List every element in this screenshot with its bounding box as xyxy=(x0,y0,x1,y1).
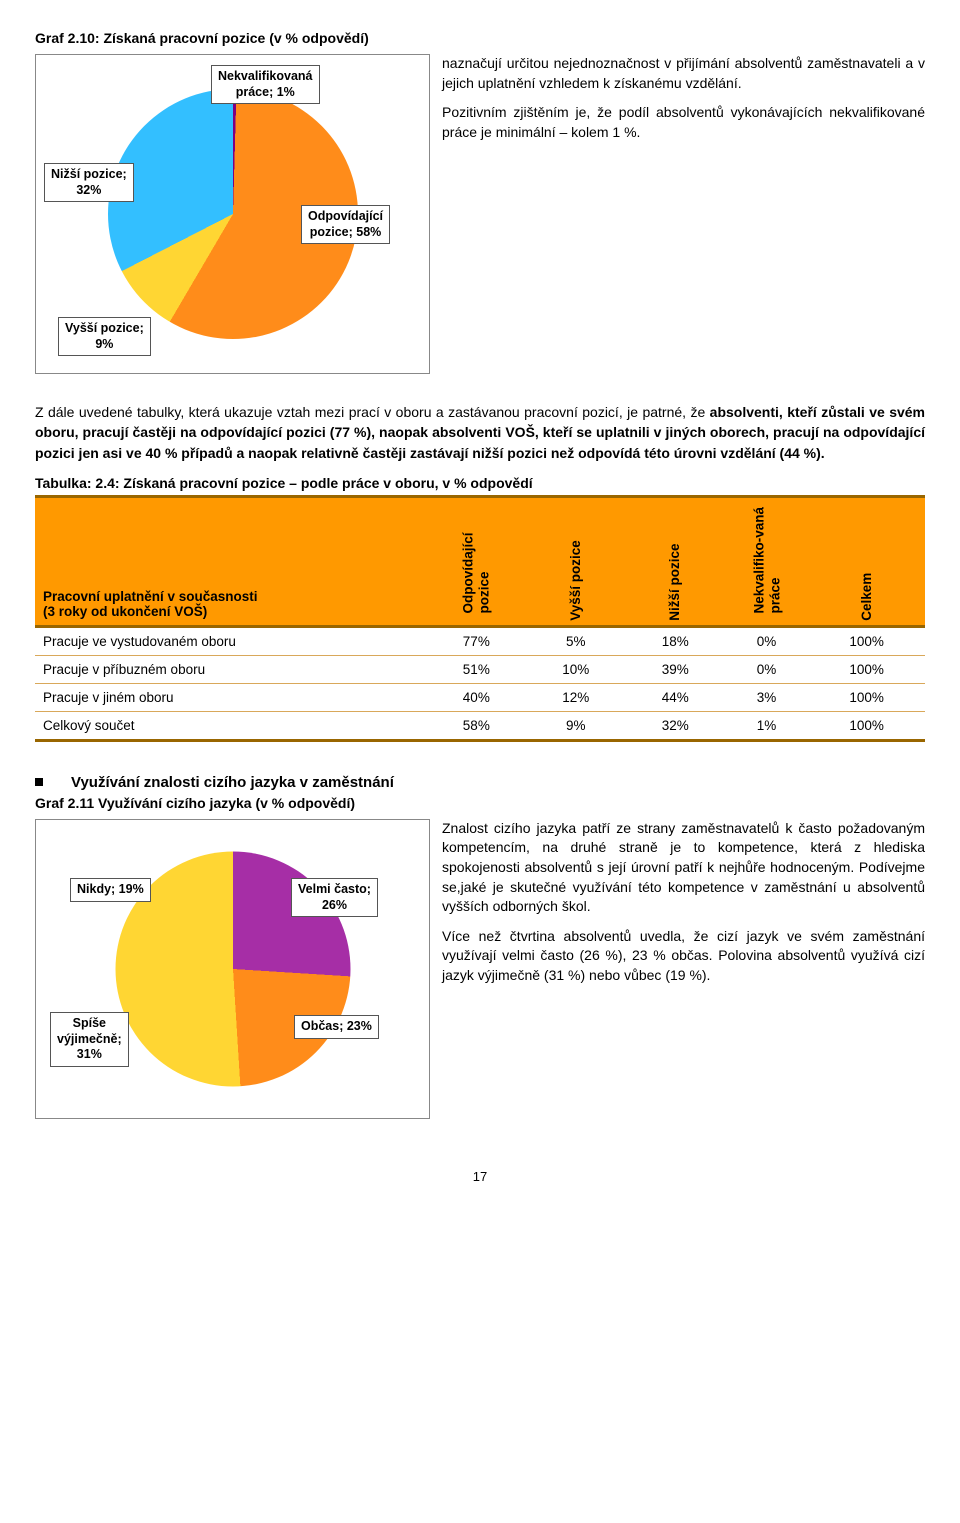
th-col4: Celkem xyxy=(808,496,925,626)
chart1-box: Nekvalifikovanápráce; 1% Odpovídajícípoz… xyxy=(35,54,430,374)
th-col1: Vyšší pozice xyxy=(526,496,625,626)
row-label: Celkový součet xyxy=(35,711,427,740)
cell: 10% xyxy=(526,655,625,683)
chart2-title: Graf 2.11 Využívání cizího jazyka (v % o… xyxy=(35,795,925,811)
pie1-label-3: Nižší pozice;32% xyxy=(44,163,134,202)
pie2-label-1: Velmi často;26% xyxy=(291,878,378,917)
pie2-label-3: Spíševýjimečně;31% xyxy=(50,1012,129,1067)
cell: 39% xyxy=(626,655,725,683)
th-col0: Odpovídajícípozice xyxy=(427,496,526,626)
table-caption: Tabulka: 2.4: Získaná pracovní pozice – … xyxy=(35,475,925,491)
table-row: Celkový součet58%9%32%1%100% xyxy=(35,711,925,740)
cell: 100% xyxy=(808,655,925,683)
side2-p2: Více než čtvrtina absolventů uvedla, že … xyxy=(442,927,925,986)
side1-p2: Pozitivním zjištěním je, že podíl absolv… xyxy=(442,103,925,142)
body-pre: Z dále uvedené tabulky, která ukazuje vz… xyxy=(35,404,710,420)
th-col2: Nižší pozice xyxy=(626,496,725,626)
table-head: Pracovní uplatnění v současnosti(3 roky … xyxy=(35,496,925,626)
cell: 40% xyxy=(427,683,526,711)
cell: 3% xyxy=(725,683,808,711)
cell: 77% xyxy=(427,626,526,655)
row-label: Pracuje v jiném oboru xyxy=(35,683,427,711)
chart1-title: Graf 2.10: Získaná pracovní pozice (v % … xyxy=(35,30,925,46)
row-label: Pracuje ve vystudovaném oboru xyxy=(35,626,427,655)
side1-p1: naznačují určitou nejednoznačnost v přij… xyxy=(442,54,925,93)
cell: 100% xyxy=(808,711,925,740)
table-row: Pracuje ve vystudovaném oboru77%5%18%0%1… xyxy=(35,626,925,655)
row-label: Pracuje v příbuzném oboru xyxy=(35,655,427,683)
th-col3: Nekvalifiko-vanápráce xyxy=(725,496,808,626)
cell: 0% xyxy=(725,655,808,683)
chart2-side-text: Znalost cizího jazyka patří ze strany za… xyxy=(442,819,925,996)
table-body: Pracuje ve vystudovaném oboru77%5%18%0%1… xyxy=(35,626,925,740)
chart2-box: Nikdy; 19% Velmi často;26% Občas; 23% Sp… xyxy=(35,819,430,1119)
bullet-icon xyxy=(35,778,43,786)
pie1-label-2: Vyšší pozice;9% xyxy=(58,317,151,356)
data-table: Pracovní uplatnění v současnosti(3 roky … xyxy=(35,495,925,742)
cell: 32% xyxy=(626,711,725,740)
cell: 18% xyxy=(626,626,725,655)
cell: 100% xyxy=(808,626,925,655)
cell: 5% xyxy=(526,626,625,655)
side2-p1: Znalost cizího jazyka patří ze strany za… xyxy=(442,819,925,917)
section2-heading: Využívání znalosti cizího jazyka v zaměs… xyxy=(35,774,925,791)
cell: 100% xyxy=(808,683,925,711)
chart2-section: Nikdy; 19% Velmi často;26% Občas; 23% Sp… xyxy=(35,819,925,1119)
pie1-label-1: Odpovídajícípozice; 58% xyxy=(301,205,390,244)
chart1-side-text: naznačují určitou nejednoznačnost v přij… xyxy=(442,54,925,152)
section2-heading-text: Využívání znalosti cizího jazyka v zaměs… xyxy=(71,774,394,791)
cell: 51% xyxy=(427,655,526,683)
cell: 12% xyxy=(526,683,625,711)
table-row: Pracuje v jiném oboru40%12%44%3%100% xyxy=(35,683,925,711)
cell: 9% xyxy=(526,711,625,740)
body-paragraph: Z dále uvedené tabulky, která ukazuje vz… xyxy=(35,402,925,463)
cell: 1% xyxy=(725,711,808,740)
pie2-label-2: Občas; 23% xyxy=(294,1015,379,1039)
table-row: Pracuje v příbuzném oboru51%10%39%0%100% xyxy=(35,655,925,683)
chart1-section: Nekvalifikovanápráce; 1% Odpovídajícípoz… xyxy=(35,54,925,374)
cell: 44% xyxy=(626,683,725,711)
cell: 0% xyxy=(725,626,808,655)
th-rowheader: Pracovní uplatnění v současnosti(3 roky … xyxy=(35,496,427,626)
pie2-label-0: Nikdy; 19% xyxy=(70,878,151,902)
pie1-label-0: Nekvalifikovanápráce; 1% xyxy=(211,65,320,104)
page-number: 17 xyxy=(35,1169,925,1184)
cell: 58% xyxy=(427,711,526,740)
